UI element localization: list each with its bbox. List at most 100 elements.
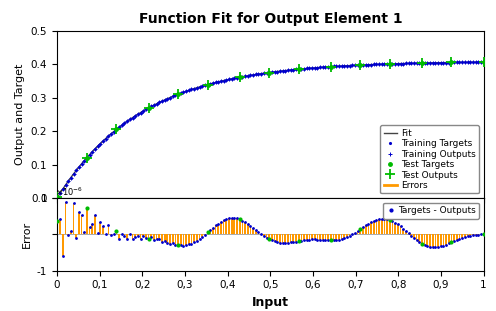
Bar <box>177 234 179 245</box>
Bar <box>158 234 160 239</box>
Bar <box>57 221 59 234</box>
Training Outputs <box>403 62 409 65</box>
Bar <box>255 230 256 234</box>
Bar <box>86 208 88 234</box>
Training Targets <box>481 60 487 64</box>
Bar <box>456 234 458 240</box>
Bar <box>373 221 374 234</box>
Bar <box>234 218 235 234</box>
Bar <box>153 234 155 239</box>
Training Targets <box>175 92 181 96</box>
Bar <box>228 218 230 234</box>
Bar <box>118 234 120 239</box>
Test Targets <box>328 65 334 68</box>
Test Targets <box>175 92 181 96</box>
Bar <box>110 234 112 235</box>
Bar <box>239 220 241 234</box>
Bar <box>402 229 404 234</box>
Bar <box>349 234 351 236</box>
Bar <box>201 234 203 237</box>
Bar <box>381 219 382 234</box>
Test Targets <box>357 63 363 67</box>
Bar <box>156 234 158 239</box>
Bar <box>212 228 214 234</box>
Bar <box>316 234 318 239</box>
Bar <box>183 234 185 246</box>
Bar <box>445 234 447 244</box>
Bar <box>244 222 246 234</box>
Bar <box>142 234 144 236</box>
X-axis label: Input: Input <box>252 296 289 309</box>
Bar <box>169 234 171 244</box>
Bar <box>360 229 361 234</box>
Test Targets <box>419 61 425 65</box>
Bar <box>392 221 393 234</box>
Test Outputs <box>204 83 210 86</box>
Bar <box>209 230 211 234</box>
Bar <box>199 234 200 239</box>
Bar <box>102 226 104 234</box>
Fit <box>470 60 476 64</box>
Bar <box>400 226 401 234</box>
Bar <box>134 234 136 238</box>
Bar <box>467 234 468 236</box>
Training Outputs <box>55 195 61 199</box>
Bar <box>322 234 324 240</box>
Bar <box>397 224 399 234</box>
Bar <box>257 232 259 234</box>
Fit <box>308 66 314 70</box>
Fit <box>259 72 265 75</box>
Bar <box>223 220 225 234</box>
Bar <box>405 231 407 234</box>
Bar <box>215 225 216 234</box>
Test Targets <box>204 83 210 86</box>
Bar <box>247 224 248 234</box>
Bar <box>81 215 82 234</box>
Bar <box>249 226 251 234</box>
Bar <box>301 234 302 240</box>
Fit <box>481 60 487 64</box>
Bar <box>298 234 300 241</box>
Bar <box>252 228 254 234</box>
Bar <box>370 222 372 234</box>
Bar <box>346 234 348 237</box>
Test Outputs <box>328 65 334 68</box>
Bar <box>453 234 455 241</box>
Test Outputs <box>266 71 272 74</box>
Bar <box>276 234 278 242</box>
Training Targets <box>290 68 296 72</box>
Bar <box>274 234 275 241</box>
Test Outputs <box>175 92 181 96</box>
Bar <box>263 234 265 236</box>
Bar <box>100 222 101 234</box>
Legend: Fit, Training Targets, Training Outputs, Test Targets, Test Outputs, Errors: Fit, Training Targets, Training Outputs,… <box>380 126 479 193</box>
Bar <box>220 222 222 234</box>
Fit <box>54 196 60 200</box>
Bar <box>268 234 270 239</box>
Bar <box>148 234 149 239</box>
Bar <box>150 234 152 237</box>
Test Outputs <box>357 63 363 67</box>
Bar <box>440 234 441 246</box>
Bar <box>303 234 305 240</box>
Bar <box>124 234 125 236</box>
Bar <box>437 234 439 247</box>
Bar <box>306 234 308 240</box>
Test Outputs <box>448 61 454 64</box>
Bar <box>421 234 423 244</box>
Bar <box>83 232 85 234</box>
Bar <box>368 224 369 234</box>
Line: Fit: Fit <box>57 62 484 198</box>
Bar <box>343 234 345 238</box>
Bar <box>309 234 310 239</box>
Test Outputs <box>387 62 393 66</box>
Bar <box>131 234 133 239</box>
Text: $\times10^{-6}$: $\times10^{-6}$ <box>55 186 83 198</box>
Bar <box>295 234 297 242</box>
Training Targets <box>330 65 336 68</box>
Bar <box>67 234 69 235</box>
Bar <box>330 234 332 240</box>
Bar <box>461 234 463 238</box>
Bar <box>416 234 418 240</box>
Bar <box>161 234 163 242</box>
